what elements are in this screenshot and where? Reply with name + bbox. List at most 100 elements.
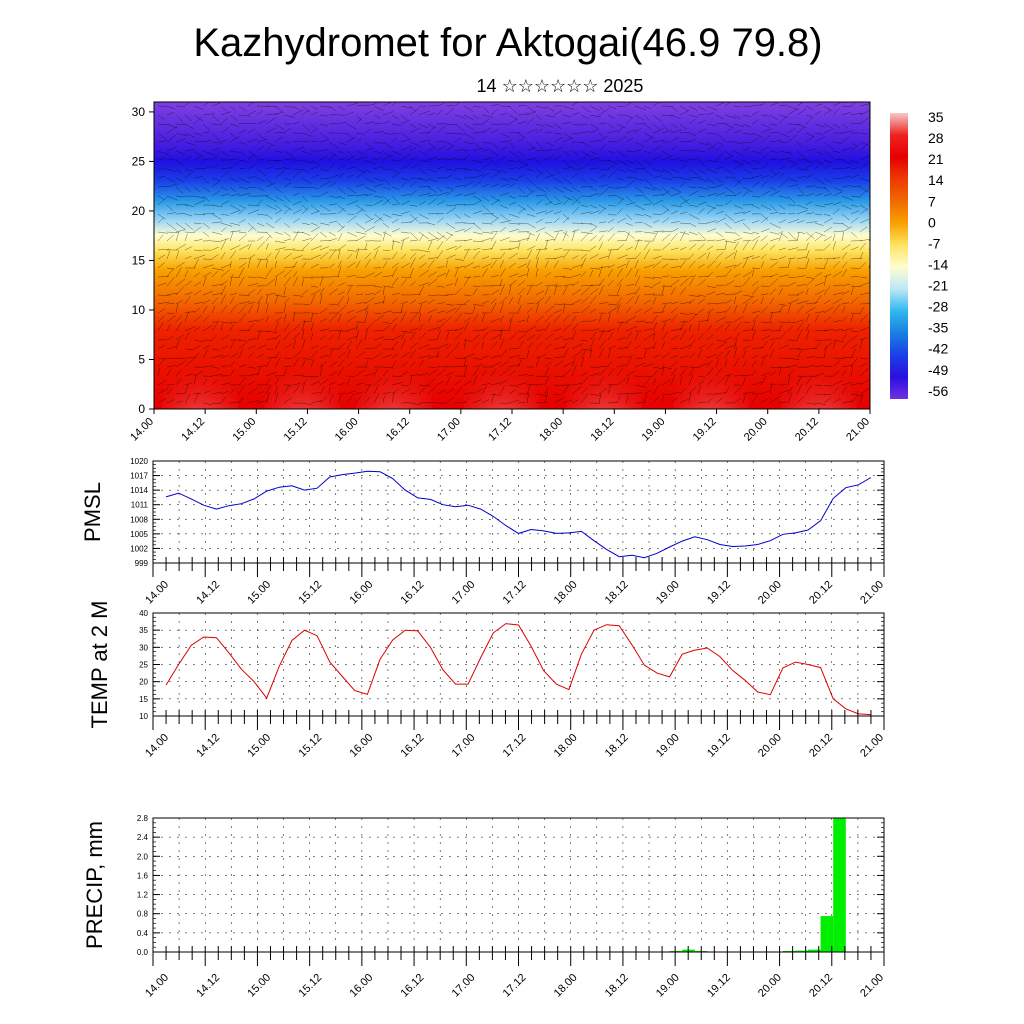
wind-vector (625, 316, 637, 323)
wind-vector (751, 195, 761, 198)
wind-vector (301, 359, 306, 368)
grid (152, 460, 885, 564)
wind-vector (706, 379, 713, 386)
wind-vector (616, 395, 621, 404)
wind-vector (355, 338, 363, 350)
wind-vector (796, 256, 808, 260)
wind-vector (382, 391, 392, 395)
time-tick-label: 14.00 (143, 972, 171, 1000)
wind-vector (409, 313, 419, 323)
wind-vector (238, 244, 250, 251)
wind-vector (472, 399, 482, 404)
wind-vector (283, 114, 295, 118)
wind-vector (328, 174, 340, 179)
wind-vector (841, 159, 851, 165)
wind-vector (391, 277, 399, 287)
wind-vector (670, 186, 682, 193)
wind-vector (418, 323, 423, 332)
wind-vector (391, 266, 398, 278)
wind-vector (472, 388, 483, 395)
wind-vector (841, 130, 853, 134)
wind-vector (427, 231, 438, 239)
wind-vector (661, 231, 672, 233)
wind-vector (850, 330, 859, 333)
wind-vector (355, 396, 362, 404)
wind-vector (706, 334, 714, 341)
wind-vector (805, 148, 817, 152)
wind-vector (418, 282, 430, 287)
wind-vector (166, 159, 175, 161)
wind-vector (571, 386, 582, 395)
wind-vector (202, 299, 211, 305)
wind-vector (814, 204, 826, 208)
wind-vector (445, 307, 457, 314)
wind-vector (670, 301, 679, 305)
y-tick-label: 2.0 (137, 852, 149, 861)
wind-vector (751, 280, 759, 287)
warm-spot (673, 347, 750, 409)
wind-vector (634, 259, 639, 269)
wind-vector (787, 247, 799, 251)
wind-vector (607, 303, 619, 306)
wind-vector (589, 186, 598, 192)
wind-vector (769, 168, 777, 175)
wind-vector (697, 243, 705, 251)
time-tick-label: 16.12 (399, 579, 427, 607)
wind-vector (760, 321, 773, 324)
wind-vector (697, 105, 707, 111)
wind-vector (571, 365, 577, 377)
wind-vector (490, 217, 499, 224)
wind-vector (346, 166, 356, 170)
wind-vector (427, 168, 437, 173)
wind-vector (661, 217, 670, 224)
wind-vector (535, 123, 545, 127)
wind-vector (256, 318, 264, 323)
wind-vector (436, 231, 447, 239)
wind-vector (355, 260, 361, 269)
wind-vector (472, 147, 484, 152)
wind-vector (391, 195, 400, 204)
wind-vector (823, 365, 832, 368)
wind-vector (184, 141, 197, 146)
wind-vector (544, 148, 554, 152)
time-tick-label: 14.12 (179, 416, 207, 444)
wind-vector (481, 263, 492, 269)
wind-vector (301, 207, 310, 215)
wind-vector (490, 257, 500, 260)
wind-vector (292, 121, 300, 125)
wind-vector (670, 157, 682, 161)
wind-vector (184, 280, 192, 287)
wind-vector (787, 369, 795, 377)
wind-vector (463, 321, 469, 332)
wind-vector (229, 105, 237, 112)
wind-vector (265, 292, 276, 296)
wind-vector (634, 357, 643, 359)
wind-vector (697, 380, 705, 386)
wind-vector (742, 114, 752, 118)
wind-vector (697, 128, 706, 134)
wind-vector (265, 159, 278, 162)
wind-vector (778, 195, 789, 199)
wind-vector (625, 356, 633, 368)
wind-vector (589, 123, 599, 129)
wind-vector (211, 204, 223, 208)
wind-vector (418, 344, 430, 350)
wind-vector (661, 302, 672, 305)
y-tick-label: 0.4 (137, 929, 149, 938)
wind-vector (733, 211, 746, 215)
wind-vector (301, 382, 305, 395)
wind-vector (382, 249, 391, 252)
wind-vector (508, 183, 516, 188)
wind-vector (202, 158, 211, 161)
wind-vector (859, 154, 870, 161)
time-tick-label: 20.00 (756, 732, 784, 760)
wind-vector (760, 397, 769, 404)
wind-vector (616, 244, 624, 251)
wind-vector (310, 391, 320, 395)
wind-vector (634, 268, 639, 278)
wind-vector (202, 177, 210, 184)
wind-vector (598, 376, 604, 386)
wind-vector (328, 334, 335, 341)
wind-vector (400, 145, 412, 152)
wind-vector (337, 296, 345, 305)
